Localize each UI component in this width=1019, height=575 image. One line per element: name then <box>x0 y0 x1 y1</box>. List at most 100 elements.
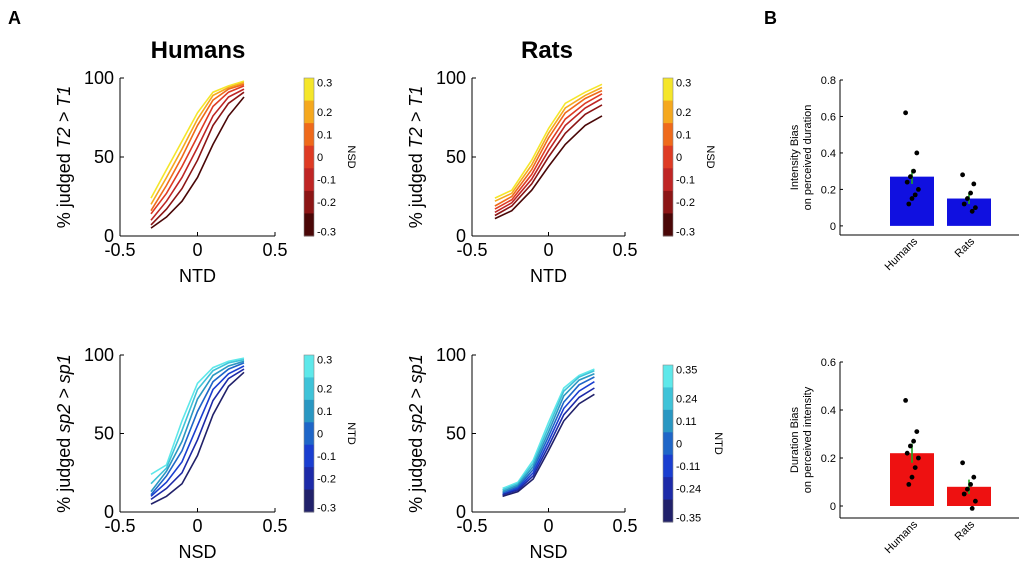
colorbar-swatch-2 <box>304 123 314 147</box>
series-line-5 <box>502 387 595 496</box>
y-tick-label: 0 <box>830 501 836 513</box>
colorbar-swatch-2 <box>304 399 314 423</box>
colorbar-swatch-4 <box>304 444 314 468</box>
colorbar-tick-label: -0.1 <box>317 175 336 187</box>
colorbar-tick-label: 0.35 <box>676 364 697 376</box>
chart-intensity_bias: 0 0.2 0.4 0.6 0.8 Humans Rats Intensity Bias on … <box>789 75 1019 273</box>
data-point <box>973 498 978 504</box>
data-point <box>911 168 916 174</box>
column-title-rats: Rats <box>521 37 573 64</box>
x-tick-label: 0 <box>192 240 202 260</box>
series-line-6 <box>150 371 245 505</box>
x-tick-label: -0.5 <box>104 516 135 536</box>
y-axis-label: % judged sp2 > sp1 <box>54 354 74 513</box>
y-tick-label: 100 <box>436 68 466 88</box>
data-point <box>969 208 975 214</box>
x-tick-label: 0 <box>543 240 553 260</box>
data-point <box>914 150 920 156</box>
y-tick-label: 0.8 <box>821 75 836 87</box>
colorbar-tick-label: -0.2 <box>676 197 695 209</box>
colorbar-tick-label: -0.1 <box>317 451 336 463</box>
colorbar-swatch-6 <box>663 213 673 237</box>
series-line-2 <box>494 89 603 207</box>
colorbar-swatch-5 <box>663 477 673 501</box>
data-point <box>909 474 915 480</box>
colorbar-tick-label: 0.3 <box>317 78 332 90</box>
x-tick-label: 0 <box>192 516 202 536</box>
y-tick-label: 50 <box>446 147 466 167</box>
colorbar-swatch-3 <box>304 422 314 446</box>
x-tick-label: 0.5 <box>262 240 287 260</box>
x-tick-label: 0 <box>543 516 553 536</box>
y-axis-label-italic: sp2 > sp1 <box>54 354 74 433</box>
data-point <box>971 474 977 480</box>
data-point <box>904 179 910 185</box>
bar-rats <box>947 486 991 506</box>
y-tick-label: 50 <box>446 424 466 444</box>
series-line-1 <box>502 369 595 491</box>
colorbar-swatch-2 <box>663 409 673 433</box>
y-axis-label-line1: Duration Bias <box>789 406 801 473</box>
colorbar-swatch-5 <box>304 467 314 491</box>
series-line-4 <box>150 88 245 221</box>
data-point <box>961 491 967 497</box>
y-axis-label-main: % judged <box>54 433 74 513</box>
colorbar-tick-label: 0 <box>317 429 323 441</box>
y-tick-label: 100 <box>84 345 114 365</box>
y-axis-label-line2: on perceived duration <box>802 105 814 211</box>
colorbar-swatch-5 <box>304 190 314 214</box>
x-tick-label: Rats <box>953 518 978 543</box>
y-axis-label-italic: T2 > T1 <box>54 86 74 149</box>
colorbar-swatch-1 <box>663 387 673 411</box>
colorbar-swatch-4 <box>663 454 673 478</box>
colorbar-tick-label: -0.2 <box>317 197 336 209</box>
data-point <box>961 201 967 207</box>
x-tick-label: Rats <box>953 235 978 260</box>
data-point <box>906 201 912 207</box>
series-line-1 <box>150 81 245 205</box>
colorbar-label: NTD <box>712 432 724 455</box>
data-point <box>973 205 978 211</box>
colorbar-tick-label: -0.24 <box>676 483 701 495</box>
colorbar-tick-label: 0.2 <box>676 107 691 119</box>
data-point <box>968 482 973 487</box>
data-point <box>916 187 921 192</box>
colorbar-swatch-4 <box>304 168 314 192</box>
colorbar-tick-label: 0.24 <box>676 394 697 406</box>
x-tick-label: Humans <box>883 518 921 556</box>
series-line-5 <box>150 91 245 226</box>
y-tick-label: 0 <box>456 226 466 246</box>
colorbar-tick-label: -0.2 <box>317 473 336 485</box>
series-line-0 <box>502 368 595 490</box>
colorbar-swatch-1 <box>304 100 314 124</box>
series-line-2 <box>150 83 245 212</box>
colorbar-tick-label: 0.1 <box>317 129 332 141</box>
colorbar-label: NSD <box>704 145 716 168</box>
colorbar-swatch-6 <box>304 489 314 513</box>
colorbar-swatch-6 <box>663 499 673 523</box>
y-tick-label: 0.2 <box>821 184 836 196</box>
data-point <box>968 190 973 196</box>
colorbar-swatch-3 <box>663 432 673 456</box>
x-tick-label: -0.5 <box>104 240 135 260</box>
y-axis-label: % judged T2 > T1 <box>54 86 74 229</box>
colorbar-frame <box>662 77 674 237</box>
colorbar-tick-label: -0.1 <box>676 175 695 187</box>
data-point <box>908 174 913 180</box>
y-tick-label: 0 <box>104 502 114 522</box>
x-tick-label: -0.5 <box>456 240 487 260</box>
colorbar-tick-label: 0 <box>676 152 682 164</box>
series-line-4 <box>150 365 245 497</box>
colorbar-swatch-0 <box>304 78 314 102</box>
colorbar-swatch-0 <box>663 78 673 102</box>
colorbar-swatch-3 <box>304 145 314 169</box>
data-point <box>969 506 975 511</box>
series-line-1 <box>150 358 245 485</box>
data-point <box>971 181 977 187</box>
colorbar-tick-label: 0.1 <box>676 129 691 141</box>
data-point <box>903 398 908 403</box>
colorbar-tick-label: -0.11 <box>676 461 700 473</box>
x-axis-label: NTD <box>179 266 216 286</box>
y-axis-label-line1: Intensity Bias <box>789 124 801 190</box>
